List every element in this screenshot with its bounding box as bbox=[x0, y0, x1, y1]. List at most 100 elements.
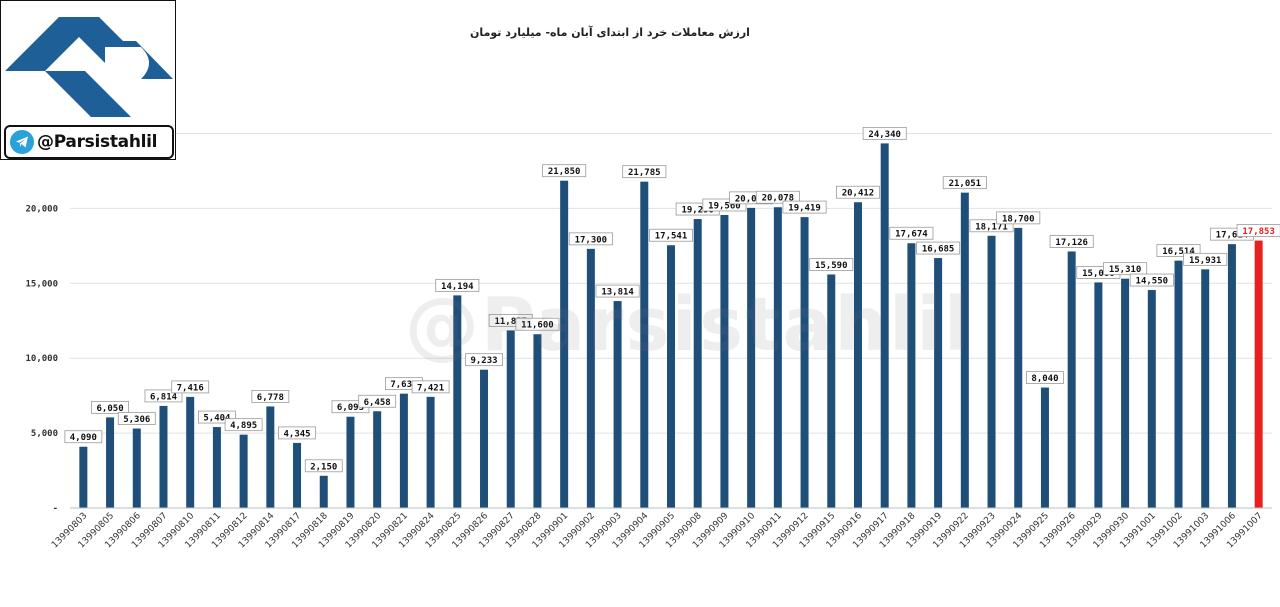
bar bbox=[560, 180, 569, 508]
data-label: 7,421 bbox=[417, 383, 444, 393]
data-label-box bbox=[117, 412, 156, 425]
data-label: 6,458 bbox=[364, 398, 391, 408]
data-label: 5,404 bbox=[203, 414, 231, 424]
logo-panel: @Parsistahlil bbox=[0, 0, 176, 160]
data-label: 6,814 bbox=[150, 392, 178, 402]
bar bbox=[827, 274, 836, 508]
parsistahlil-logo-icon bbox=[5, 17, 173, 117]
bar bbox=[934, 258, 943, 508]
data-label: 13,814 bbox=[601, 288, 634, 298]
data-label-box bbox=[568, 232, 613, 246]
data-label: 21,785 bbox=[628, 168, 661, 178]
bar bbox=[693, 219, 702, 508]
bar bbox=[506, 330, 515, 508]
telegram-handle[interactable]: @Parsistahlil bbox=[4, 125, 174, 159]
bar bbox=[1147, 290, 1156, 508]
bar bbox=[667, 245, 675, 508]
data-label: 17,674 bbox=[895, 230, 928, 240]
data-label: 19,419 bbox=[788, 204, 821, 214]
bar bbox=[1201, 269, 1210, 508]
data-label-box bbox=[171, 380, 210, 394]
telegram-icon bbox=[10, 130, 34, 154]
data-label-box bbox=[996, 211, 1041, 225]
data-label-box bbox=[1183, 252, 1228, 266]
bar bbox=[1254, 240, 1263, 508]
data-label: 18,171 bbox=[975, 222, 1008, 232]
bar bbox=[533, 334, 542, 508]
data-label: 14,550 bbox=[1136, 277, 1169, 287]
bar bbox=[960, 192, 969, 509]
bar bbox=[800, 217, 809, 508]
data-label-box bbox=[782, 200, 827, 214]
data-label: 4,895 bbox=[230, 421, 257, 431]
data-label-box bbox=[64, 430, 103, 444]
data-label: 8,040 bbox=[1031, 374, 1058, 384]
data-label-box bbox=[809, 258, 854, 271]
data-label: 17,126 bbox=[1055, 238, 1088, 248]
data-label: 2,150 bbox=[310, 462, 337, 472]
data-label-box bbox=[411, 380, 450, 394]
data-label: 17,853 bbox=[1242, 227, 1275, 237]
data-label-box bbox=[595, 284, 640, 298]
data-label-box bbox=[465, 353, 503, 367]
data-label: 14,194 bbox=[441, 282, 474, 292]
data-label: 21,850 bbox=[548, 167, 581, 177]
y-tick-label: 10,000 bbox=[25, 354, 58, 364]
bar bbox=[212, 427, 221, 508]
bar bbox=[480, 369, 489, 508]
y-tick-label: - bbox=[53, 504, 58, 514]
bar bbox=[266, 406, 275, 508]
bar bbox=[1094, 282, 1103, 508]
y-tick-label: 5,000 bbox=[31, 429, 58, 439]
data-label: 6,093 bbox=[337, 403, 364, 413]
data-label: 15,590 bbox=[815, 261, 848, 271]
bar bbox=[853, 202, 862, 508]
data-label-box bbox=[622, 165, 667, 179]
data-label: 6,778 bbox=[257, 393, 284, 403]
bar bbox=[747, 207, 756, 508]
bar bbox=[1067, 251, 1076, 508]
data-label-box bbox=[1026, 371, 1064, 384]
data-label: 9,233 bbox=[470, 356, 497, 366]
data-label-box bbox=[224, 418, 263, 432]
data-label-box bbox=[1129, 273, 1174, 287]
data-label: 20,412 bbox=[842, 189, 875, 199]
data-label-box bbox=[91, 400, 129, 414]
data-label-box bbox=[304, 459, 343, 473]
bar bbox=[987, 235, 996, 509]
bar bbox=[773, 207, 782, 508]
data-label-box bbox=[942, 176, 987, 190]
data-label: 15,310 bbox=[1109, 265, 1142, 275]
data-label: 18,700 bbox=[1002, 214, 1035, 224]
data-label-box bbox=[916, 241, 961, 255]
bar bbox=[373, 411, 382, 508]
data-label-box bbox=[278, 426, 316, 440]
bar bbox=[720, 214, 729, 508]
bar bbox=[186, 396, 195, 508]
data-label: 21,051 bbox=[949, 179, 982, 189]
data-label: 15,931 bbox=[1189, 256, 1222, 266]
bar bbox=[640, 181, 649, 508]
bar bbox=[132, 428, 141, 508]
data-label: 20,078 bbox=[762, 194, 795, 204]
bar bbox=[907, 243, 916, 509]
bar bbox=[1174, 260, 1183, 508]
data-label-box bbox=[1103, 262, 1148, 276]
data-label: 4,090 bbox=[70, 433, 97, 443]
data-label-box bbox=[515, 317, 560, 331]
bar bbox=[106, 417, 115, 508]
bar bbox=[880, 143, 889, 509]
telegram-handle-text: @Parsistahlil bbox=[37, 132, 158, 152]
bar bbox=[1040, 387, 1049, 508]
bar bbox=[586, 248, 595, 508]
bar bbox=[399, 393, 408, 508]
bar bbox=[79, 446, 88, 508]
bar bbox=[319, 475, 328, 508]
data-label: 7,633 bbox=[390, 380, 417, 390]
bar bbox=[346, 416, 355, 508]
data-label-box bbox=[542, 164, 587, 178]
data-label: 7,416 bbox=[177, 383, 204, 393]
data-label: 20,036 bbox=[735, 194, 768, 204]
bar bbox=[1227, 244, 1236, 508]
